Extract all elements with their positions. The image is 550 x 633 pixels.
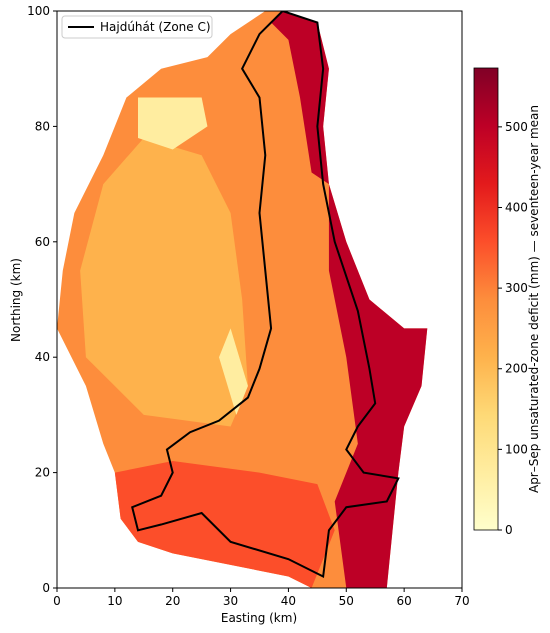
colorbar-tick-label: 500 <box>505 120 528 134</box>
map-raster <box>57 11 428 588</box>
y-tick-label: 20 <box>35 466 50 480</box>
colorbar-tick-label: 200 <box>505 362 528 376</box>
x-tick-label: 20 <box>165 594 180 608</box>
colorbar-tick-label: 300 <box>505 281 528 295</box>
colorbar-tick-label: 0 <box>505 523 513 537</box>
region-east <box>328 184 428 588</box>
region-west <box>80 137 248 427</box>
region-light-strip <box>219 328 248 415</box>
axes-frame <box>56 10 463 589</box>
x-axis-label: Easting (km) <box>221 611 297 625</box>
x-tick-label: 60 <box>397 594 412 608</box>
x-tick-label: 30 <box>223 594 238 608</box>
colorbar-label: Apr–Sep unsaturated-zone deficit (mm) — … <box>527 105 541 493</box>
x-tick-label: 70 <box>454 594 469 608</box>
y-tick-label: 80 <box>35 119 50 133</box>
region-north-east <box>271 11 329 185</box>
x-tick-label: 40 <box>281 594 296 608</box>
y-tick-label: 100 <box>27 4 50 18</box>
colorbar-tick-label: 100 <box>505 442 528 456</box>
legend-box <box>61 15 213 39</box>
colorbar-tick-label: 400 <box>505 200 528 214</box>
y-axis-label: Northing (km) <box>9 258 23 342</box>
y-tick-label: 60 <box>35 235 50 249</box>
legend: Hajdúhát (Zone C) <box>61 15 213 39</box>
colorbar <box>473 67 499 531</box>
y-tick-label: 40 <box>35 350 50 364</box>
legend-label: Hajdúhát (Zone C) <box>100 20 211 34</box>
x-tick-label: 0 <box>53 594 61 608</box>
x-tick-label: 10 <box>107 594 122 608</box>
zone-outline <box>131 11 400 578</box>
y-tick-label: 0 <box>42 581 50 595</box>
region-north-light <box>138 97 208 150</box>
x-tick-label: 50 <box>339 594 354 608</box>
